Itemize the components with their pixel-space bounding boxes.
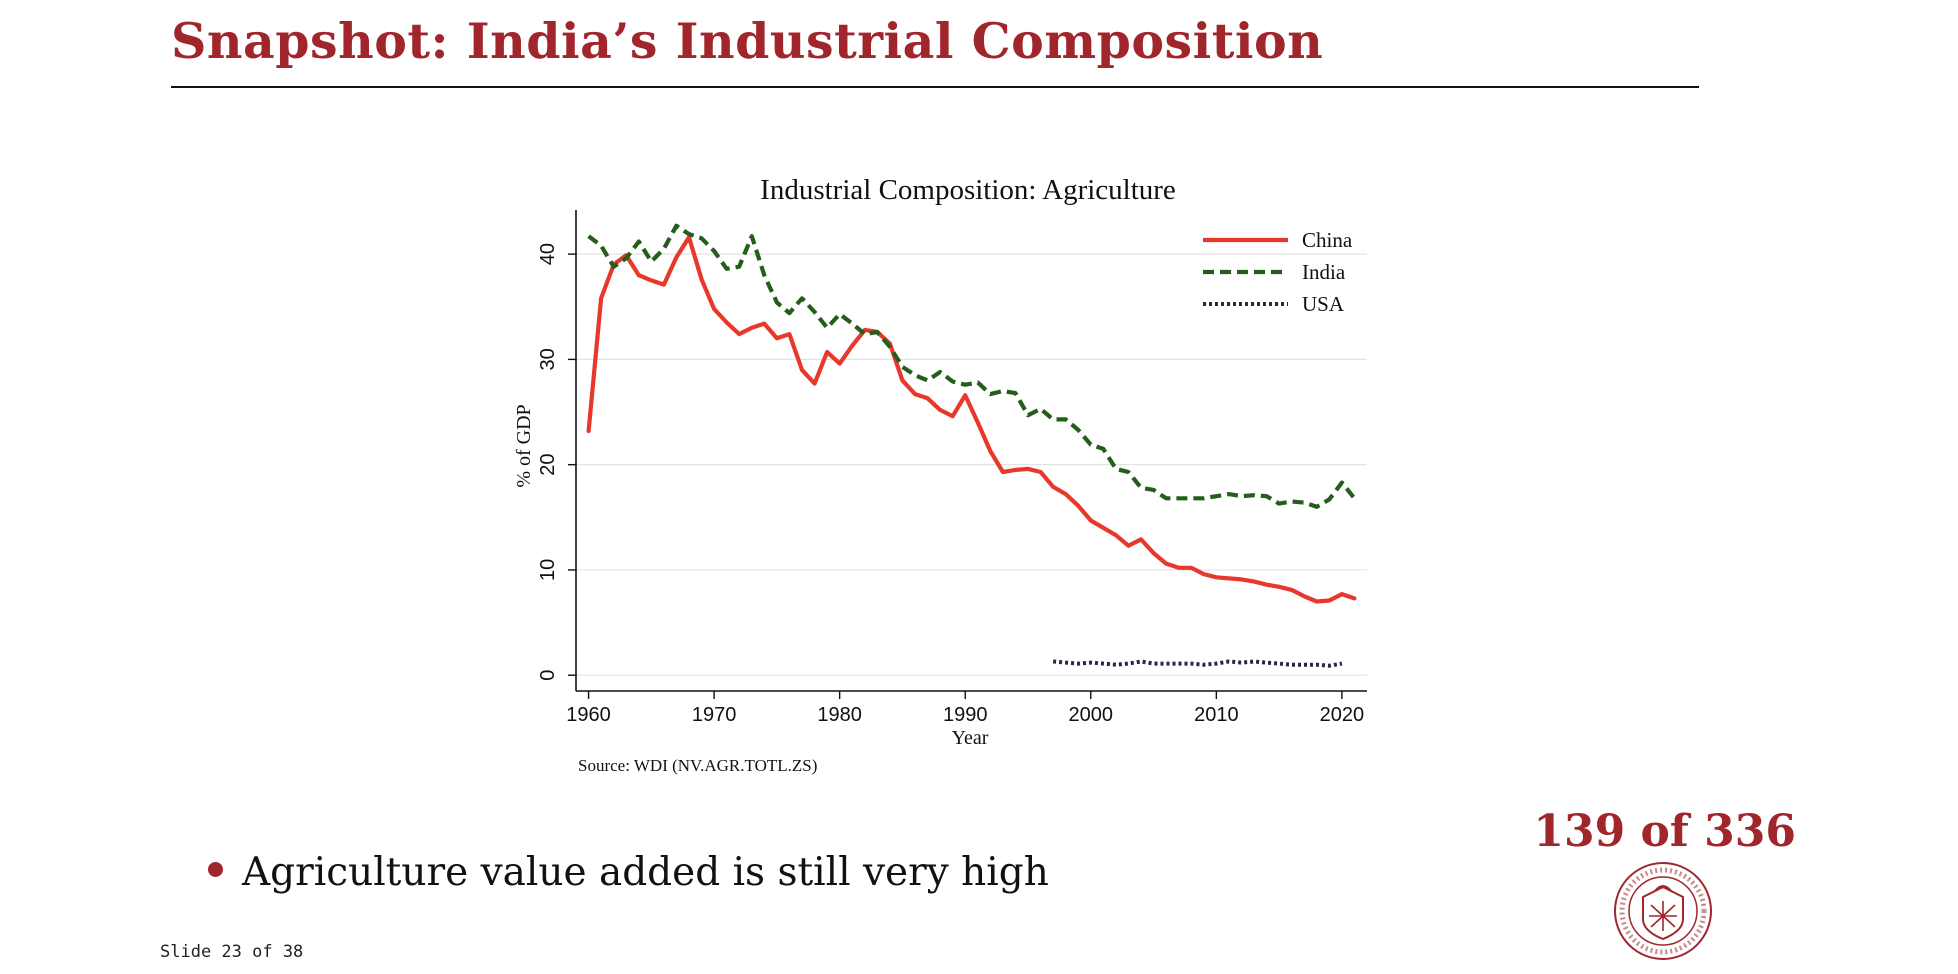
- x-tick-label: 1980: [817, 704, 862, 726]
- bullet-dot: [208, 861, 223, 877]
- x-tick-label: 2010: [1194, 704, 1239, 726]
- legend-label-india: India: [1302, 260, 1346, 284]
- x-tick-label: 2020: [1320, 704, 1365, 726]
- source-note: Source: WDI (NV.AGR.TOTL.ZS): [578, 756, 817, 775]
- y-axis-label: % of GDP: [513, 404, 535, 487]
- y-tick-label: 30: [537, 348, 559, 370]
- x-tick-label: 2000: [1069, 704, 1114, 726]
- x-tick-label: 1960: [566, 704, 611, 726]
- legend: China India USA: [1203, 228, 1353, 316]
- x-axis-label: Year: [952, 727, 989, 749]
- y-tick-label: 10: [537, 559, 559, 581]
- title-divider: [171, 86, 1699, 88]
- x-tick-label: 1970: [692, 704, 737, 726]
- gridlines: [576, 253, 1367, 676]
- slide-footer: Slide 23 of 38: [160, 942, 304, 962]
- legend-label-usa: USA: [1302, 292, 1345, 316]
- series-line-china: [586, 235, 1357, 604]
- slide-title: Snapshot: India’s Industrial Composition: [171, 12, 1324, 70]
- legend-label-china: China: [1302, 228, 1353, 252]
- x-tick-label: 1990: [943, 704, 988, 726]
- y-tick-label: 0: [537, 670, 559, 681]
- series-line-usa: [1052, 659, 1343, 668]
- bullet-text: Agriculture value added is still very hi…: [242, 850, 1049, 895]
- axes: 0 10 20 30 40 1960 1970 1980 1990 2000 2010 2020: [537, 210, 1367, 726]
- chart-title: Industrial Composition: Agriculture: [760, 174, 1176, 206]
- y-tick-label: 40: [537, 243, 559, 265]
- y-tick-label: 20: [537, 454, 559, 476]
- bullet-point: Agriculture value added is still very hi…: [208, 850, 1049, 895]
- series-lines: [586, 223, 1357, 668]
- page-counter: 139 of 336: [1533, 806, 1796, 857]
- series-line-india: [587, 223, 1357, 509]
- university-seal-icon: [1614, 862, 1712, 960]
